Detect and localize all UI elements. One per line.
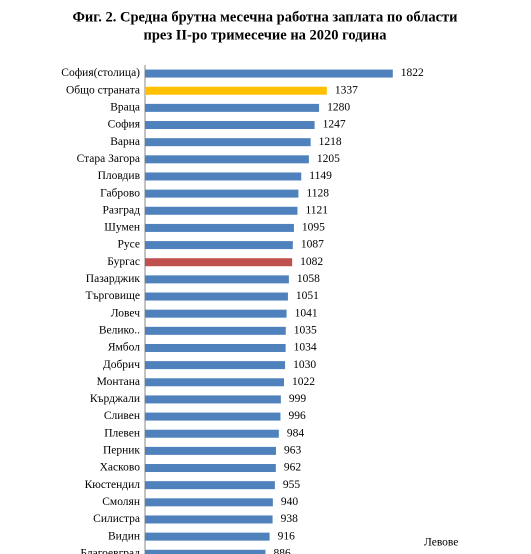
value-label: 1337 <box>335 84 358 96</box>
value-label: 1218 <box>319 136 342 148</box>
value-label: 963 <box>284 445 302 457</box>
bar <box>145 155 309 164</box>
bar <box>145 309 287 318</box>
y-tick-label: Шумен <box>104 222 140 234</box>
bar <box>145 481 275 490</box>
value-label: 1041 <box>295 307 318 319</box>
chart-title: Фиг. 2. Средна брутна месечна работна за… <box>72 9 457 25</box>
value-label: 1205 <box>317 153 340 165</box>
value-label: 999 <box>289 393 307 405</box>
bar <box>145 223 294 232</box>
bar <box>145 549 266 554</box>
value-label: 1051 <box>296 290 319 302</box>
y-tick-label: Кюстендил <box>85 479 141 491</box>
y-tick-label: София(столица) <box>61 67 140 79</box>
value-label: 1058 <box>297 273 320 285</box>
y-tick-label: София <box>108 119 141 131</box>
bar <box>145 378 284 387</box>
bar <box>145 275 289 284</box>
y-tick-label: Видин <box>108 530 140 542</box>
bar <box>145 69 393 78</box>
y-tick-label: Търговище <box>86 290 140 302</box>
bar <box>145 498 273 507</box>
y-tick-label: Разград <box>103 204 141 216</box>
y-tick-label: Стара Загора <box>77 153 140 165</box>
y-tick-label: Добрич <box>103 359 140 371</box>
y-tick-label: Велико.. <box>99 324 140 336</box>
bar <box>145 86 327 95</box>
value-label: 1149 <box>309 170 332 182</box>
value-label: 996 <box>288 410 306 422</box>
y-tick-label: Русе <box>118 239 141 251</box>
value-label: 1280 <box>327 102 350 114</box>
y-tick-label: Кърджали <box>90 393 140 405</box>
bar <box>145 292 288 301</box>
value-label: 1822 <box>401 67 424 79</box>
bar <box>145 103 320 112</box>
value-label: 1095 <box>302 222 325 234</box>
y-tick-label: Плевен <box>104 427 140 439</box>
x-axis-label: Левове <box>424 537 458 549</box>
value-label: 916 <box>278 530 296 542</box>
bar <box>145 241 293 250</box>
value-label: 1030 <box>293 359 316 371</box>
value-label: 1247 <box>323 119 346 131</box>
bar <box>145 395 281 404</box>
value-label: 1121 <box>305 204 328 216</box>
bar <box>145 206 298 215</box>
value-label: 962 <box>284 462 302 474</box>
value-label: 984 <box>287 427 305 439</box>
bar <box>145 412 281 421</box>
value-label: 1087 <box>301 239 324 251</box>
y-tick-label: Сливен <box>104 410 140 422</box>
bar <box>145 326 286 335</box>
value-label: 938 <box>281 513 299 525</box>
y-tick-label: Бургас <box>107 256 140 268</box>
y-tick-label: Габрово <box>100 187 140 199</box>
y-tick-label: Варна <box>110 136 140 148</box>
y-tick-label: Общо страната <box>66 84 140 96</box>
y-tick-label: Силистра <box>93 513 140 525</box>
bar <box>145 189 299 198</box>
bar <box>145 258 293 267</box>
y-tick-label: Хасково <box>100 462 141 474</box>
value-label: 940 <box>281 496 299 508</box>
y-tick-label: Пловдив <box>98 170 141 182</box>
chart-title: през II-ро тримесечие на 2020 година <box>143 27 387 43</box>
value-label: 886 <box>273 547 291 554</box>
bar <box>145 515 273 524</box>
value-label: 1082 <box>300 256 323 268</box>
bar <box>145 446 276 455</box>
value-label: 1035 <box>294 324 317 336</box>
y-tick-label: Пазарджик <box>86 273 141 285</box>
bar <box>145 172 302 181</box>
bar <box>145 343 286 352</box>
value-label: 1022 <box>292 376 315 388</box>
y-tick-label: Ловеч <box>111 307 140 319</box>
y-tick-label: Перник <box>103 445 140 457</box>
bar <box>145 464 276 473</box>
y-tick-label: Ямбол <box>108 342 140 354</box>
y-tick-label: Благоевград <box>80 547 140 554</box>
bar <box>145 361 286 370</box>
y-tick-label: Монтана <box>97 376 140 388</box>
value-label: 955 <box>283 479 301 491</box>
bar <box>145 429 279 438</box>
bar <box>145 121 315 130</box>
bar <box>145 138 311 147</box>
y-tick-label: Враца <box>110 102 140 114</box>
bar <box>145 532 270 541</box>
value-label: 1034 <box>294 342 317 354</box>
value-label: 1128 <box>306 187 329 199</box>
y-tick-label: Смолян <box>102 496 140 508</box>
